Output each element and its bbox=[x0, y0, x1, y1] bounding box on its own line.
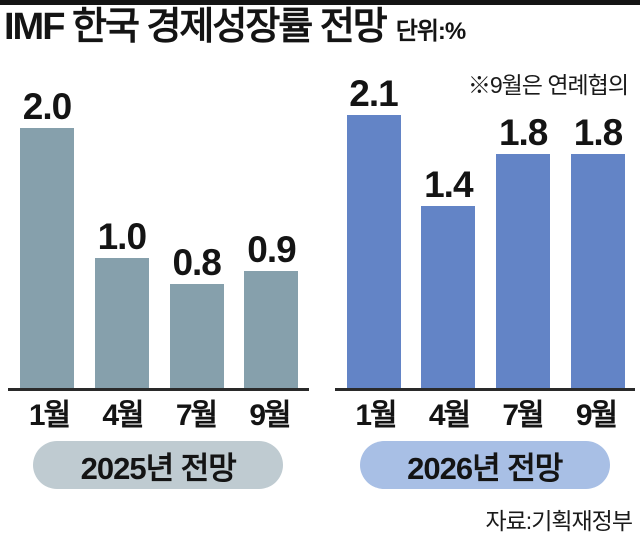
bar-value-label: 1.8 bbox=[573, 112, 623, 154]
legend-label-2026: 2026년 전망 bbox=[407, 450, 563, 486]
x-axis-tick-label: 4월 bbox=[102, 399, 144, 432]
footnote: ※9월은 연례협의 bbox=[467, 72, 629, 98]
bar bbox=[496, 154, 551, 388]
source-label: 자료:기획재정부 bbox=[485, 508, 633, 534]
x-axis-tick-label: 7월 bbox=[502, 399, 544, 432]
bar bbox=[20, 128, 74, 388]
bar-column: 2.0 bbox=[20, 86, 74, 388]
charts-row: 2.0 1.0 0.8 0.9 1월 4월 7월 9월 2025년 전망 2.1 1.4 1.8… bbox=[8, 62, 635, 489]
bar bbox=[169, 284, 224, 388]
plot-area-2025: 2.0 1.0 0.8 0.9 bbox=[8, 62, 309, 388]
bar-column: 2.1 bbox=[346, 73, 401, 388]
bar-column: 1.8 bbox=[570, 112, 625, 388]
plot-area-2026: 2.1 1.4 1.8 1.8 bbox=[335, 62, 636, 388]
bar bbox=[570, 154, 625, 388]
bar-value-label: 1.0 bbox=[97, 216, 147, 258]
bar-value-label: 0.8 bbox=[172, 242, 221, 284]
bar bbox=[421, 206, 476, 388]
bar-value-label: 1.8 bbox=[498, 112, 548, 154]
x-axis-line-2025 bbox=[8, 388, 309, 391]
bar-value-label: 2.0 bbox=[22, 86, 72, 128]
x-axis-tick-label: 7월 bbox=[175, 399, 218, 432]
bar-column: 0.8 bbox=[169, 242, 224, 388]
bar-value-label: 0.9 bbox=[247, 229, 296, 271]
x-axis-tick-label: 1월 bbox=[355, 399, 397, 432]
chart-2025-forecast: 2.0 1.0 0.8 0.9 1월 4월 7월 9월 2025년 전망 bbox=[8, 62, 309, 489]
x-axis-tick-label: 1월 bbox=[28, 399, 71, 432]
unit-label: 단위:% bbox=[395, 18, 466, 45]
legend-pill-2025: 2025년 전망 bbox=[33, 441, 284, 489]
bar bbox=[94, 258, 149, 388]
page-title: IMF 한국 경제성장률 전망 bbox=[4, 6, 388, 48]
bar-column: 0.9 bbox=[244, 229, 299, 388]
legend-pill-2026: 2026년 전망 bbox=[359, 441, 610, 489]
x-axis-labels-2025: 1월 4월 7월 9월 bbox=[8, 391, 309, 433]
x-axis-tick-label: 9월 bbox=[575, 399, 618, 432]
bar-column: 1.4 bbox=[421, 164, 476, 388]
x-axis-line-2026 bbox=[334, 388, 635, 391]
x-axis-tick-label: 9월 bbox=[249, 399, 291, 432]
top-rule bbox=[0, 0, 640, 5]
bar-value-label: 1.4 bbox=[424, 164, 473, 206]
bar bbox=[346, 115, 401, 388]
bar-value-label: 2.1 bbox=[349, 73, 398, 115]
bar-column: 1.0 bbox=[94, 216, 149, 388]
legend-label-2025: 2025년 전망 bbox=[80, 450, 237, 486]
x-axis-labels-2026: 1월 4월 7월 9월 bbox=[335, 391, 636, 433]
x-axis-tick-label: 4월 bbox=[428, 399, 471, 432]
chart-2026-forecast: 2.1 1.4 1.8 1.8 1월 4월 7월 9월 2026년 전망 bbox=[334, 62, 636, 489]
bar bbox=[244, 271, 299, 388]
header: IMF 한국 경제성장률 전망 단위:% bbox=[4, 6, 466, 49]
bar-column: 1.8 bbox=[496, 112, 551, 388]
